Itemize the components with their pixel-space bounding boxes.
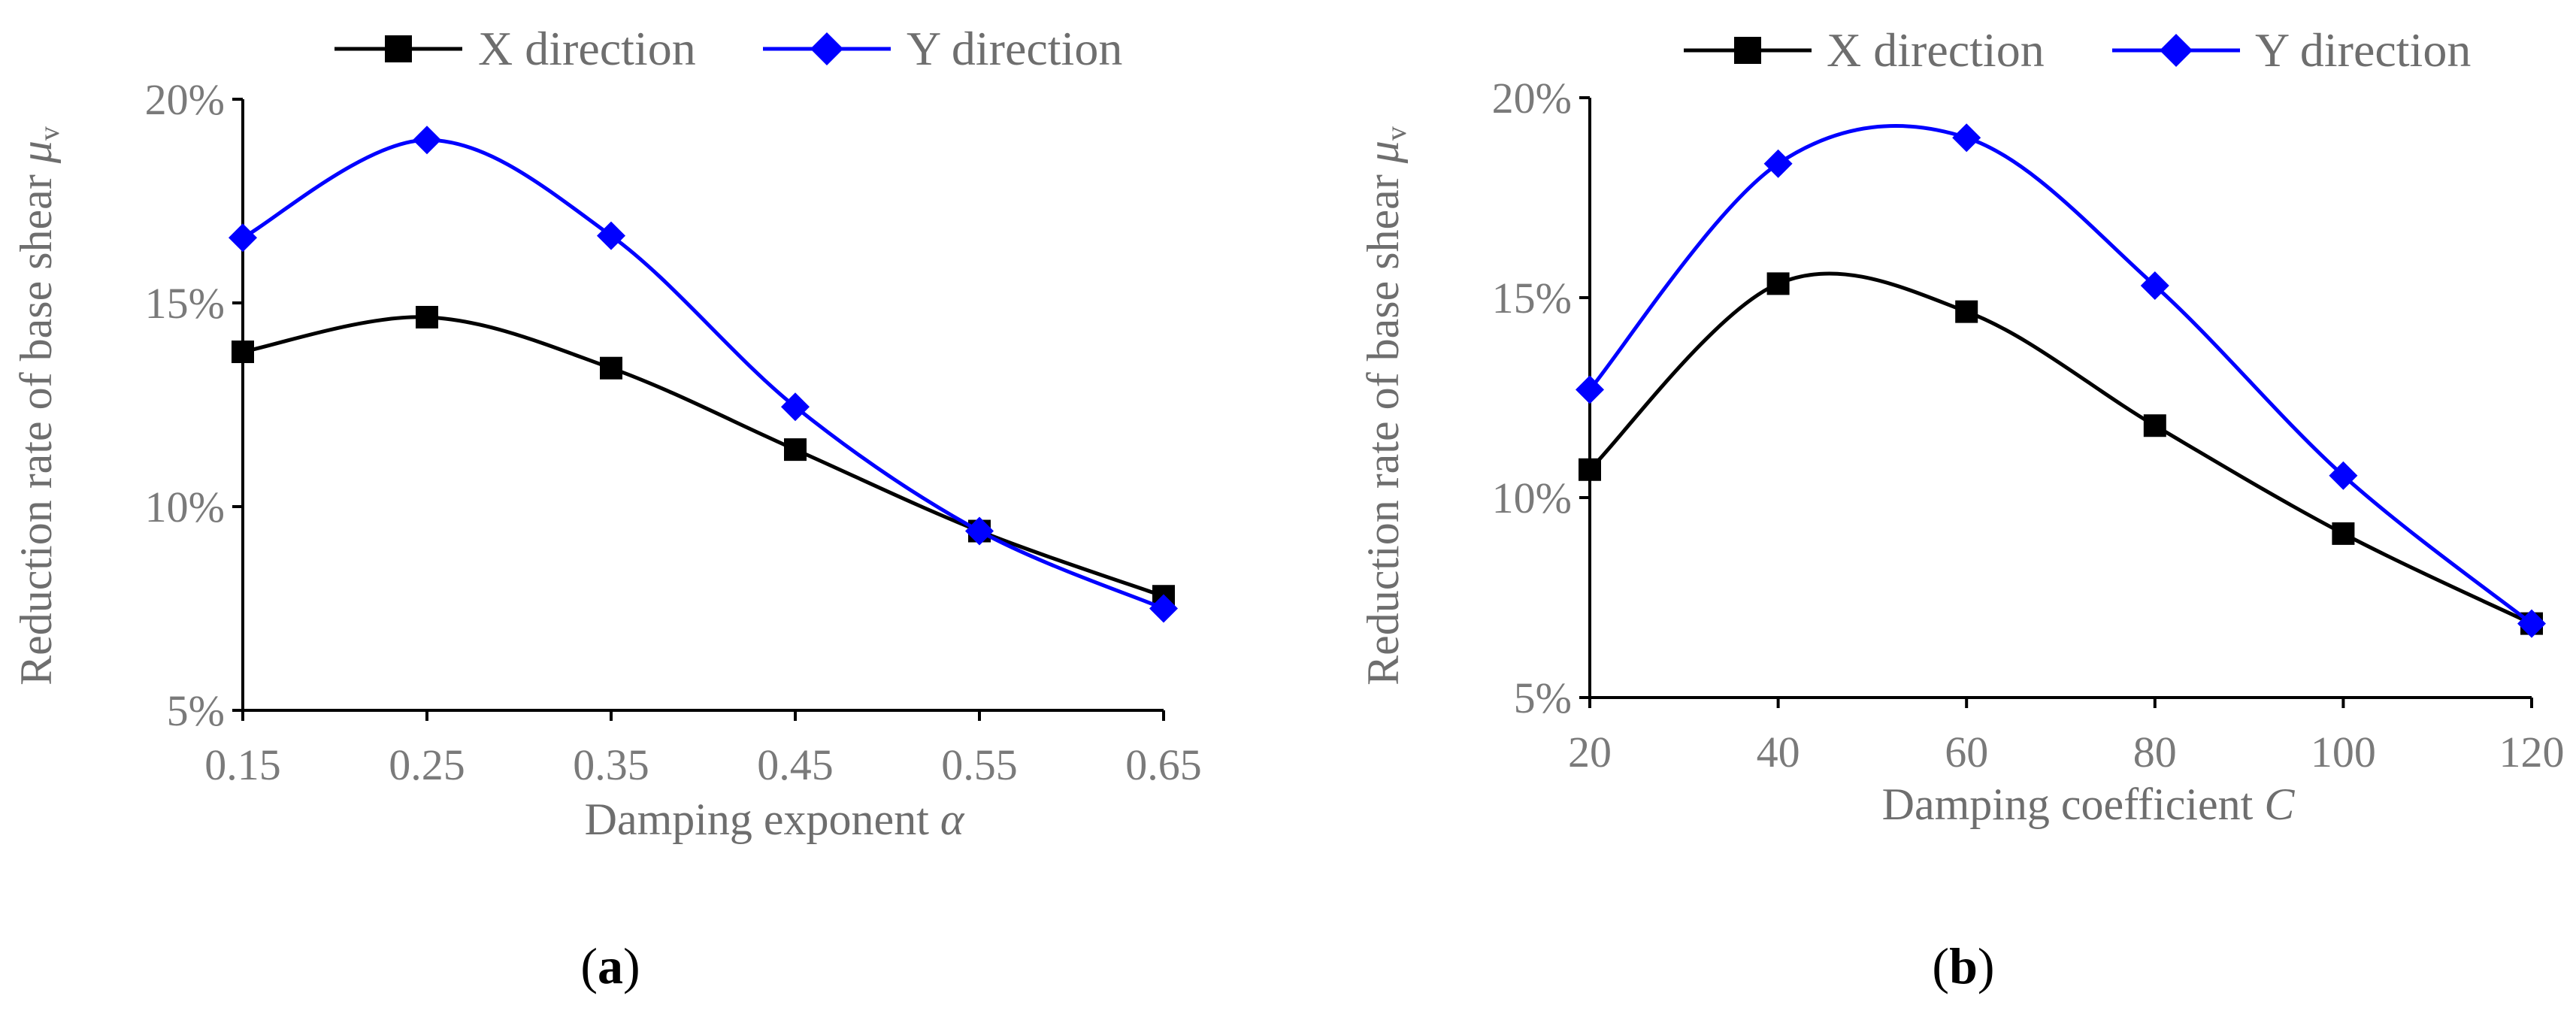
data-point-y-direction <box>1149 594 1178 623</box>
x-tick-label: 20 <box>1568 728 1612 776</box>
panel-label: (b) <box>1932 937 1994 994</box>
x-tick-label: 80 <box>2133 728 2177 776</box>
data-point-y-direction <box>597 221 625 250</box>
data-point-y-direction <box>2329 461 2358 490</box>
data-point-y-direction <box>781 392 810 422</box>
data-point-x-direction <box>784 438 807 462</box>
data-point-y-direction <box>413 126 441 155</box>
x-tick-label: 40 <box>1757 728 1800 776</box>
data-point-y-direction <box>1576 375 1604 404</box>
legend-label-y-direction: Y direction <box>907 22 1122 75</box>
y-tick-label: 10% <box>1492 474 1572 522</box>
legend-marker-x-direction <box>1734 37 1761 64</box>
chart-panel-a: X direction Y direction 5% 10% 15% 20% 0.15… <box>11 22 1202 994</box>
data-point-y-direction <box>229 223 257 253</box>
x-axis-title: Damping exponent α <box>585 795 965 844</box>
legend-label-x-direction: X direction <box>1827 23 2045 77</box>
x-tick-label: 0.55 <box>941 740 1018 789</box>
legend-label-y-direction: Y direction <box>2255 23 2471 77</box>
x-tick-label: 120 <box>2499 728 2565 776</box>
legend-marker-y-direction <box>810 32 843 65</box>
legend-marker-y-direction <box>2160 34 2193 67</box>
series-line-x-direction <box>242 315 1164 598</box>
y-tick-label: 10% <box>145 483 225 531</box>
data-point-y-direction <box>1952 123 1981 153</box>
y-tick-label: 20% <box>1492 74 1572 123</box>
x-tick-label: 0.65 <box>1125 740 1202 789</box>
data-point-y-direction <box>2517 609 2546 638</box>
y-axis-title: Reduction rate of base shear μv <box>11 126 65 686</box>
data-point-x-direction <box>416 305 438 328</box>
data-point-y-direction <box>2140 271 2169 301</box>
x-tick-label: 0.35 <box>573 740 649 789</box>
x-tick-label: 0.45 <box>757 740 834 789</box>
legend-marker-x-direction <box>385 35 412 62</box>
panel-label: (a) <box>580 937 640 994</box>
legend: X direction Y direction <box>334 22 1122 75</box>
x-tick-label: 100 <box>2311 728 2376 776</box>
axes <box>241 99 1164 712</box>
data-point-x-direction <box>600 356 622 380</box>
y-tick-label: 5% <box>1514 673 1572 722</box>
data-point-x-direction <box>2143 414 2166 437</box>
data-point-y-direction <box>965 516 994 546</box>
chart-panel-b: X direction Y direction 5% 10% 15% 20% 20 40… <box>1358 23 2565 994</box>
legend-label-x-direction: X direction <box>478 22 696 75</box>
data-point-x-direction <box>1955 300 1978 323</box>
x-tick-label: 60 <box>1945 728 1988 776</box>
legend: X direction Y direction <box>1684 23 2471 77</box>
y-tick-label: 15% <box>1492 274 1572 322</box>
plot-area <box>229 126 1178 623</box>
x-tick-label: 0.25 <box>389 740 465 789</box>
y-tick-label: 20% <box>145 75 225 124</box>
data-point-x-direction <box>1766 272 1790 295</box>
x-ticks: 0.15 0.25 0.35 0.45 0.55 0.65 <box>204 710 1202 789</box>
data-point-x-direction <box>2332 522 2355 545</box>
y-tick-label: 5% <box>167 686 225 735</box>
axes <box>1588 98 2532 699</box>
x-axis-title: Damping coefficient C <box>1882 779 2296 829</box>
x-ticks: 20 40 60 80 100 120 <box>1568 698 2565 776</box>
series-line-y-direction <box>241 138 1164 610</box>
data-point-y-direction <box>1763 149 1793 178</box>
series-line-x-direction <box>1588 271 2533 625</box>
series-line-y-direction <box>1588 124 2533 625</box>
data-point-x-direction <box>232 341 254 364</box>
y-ticks: 5% 10% 15% 20% <box>1492 74 1590 722</box>
x-tick-label: 0.15 <box>204 740 281 789</box>
y-tick-label: 15% <box>145 279 225 328</box>
plot-area <box>1576 123 2546 638</box>
y-ticks: 5% 10% 15% 20% <box>145 75 243 735</box>
y-axis-title: Reduction rate of base shear μv <box>1358 126 1412 686</box>
data-point-x-direction <box>1579 458 1601 481</box>
